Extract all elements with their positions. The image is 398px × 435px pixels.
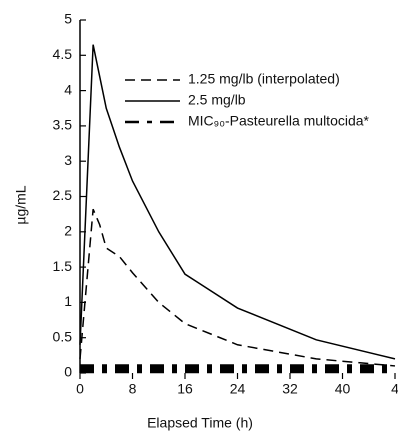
x-tick-label: 24: [230, 381, 246, 397]
x-tick-label: 32: [282, 381, 298, 397]
y-tick-label: 3.5: [53, 117, 73, 133]
y-tick-label: 0.5: [53, 328, 73, 344]
x-axis-label: Elapsed Time (h): [147, 415, 253, 431]
y-tick-label: 1.5: [53, 258, 73, 274]
y-tick-label: 2: [64, 223, 72, 239]
y-tick-label: 1: [64, 293, 72, 309]
x-tick-label: 40: [335, 381, 351, 397]
x-tick-label: 8: [129, 381, 137, 397]
y-tick-label: 4.5: [53, 46, 73, 62]
legend-label: 1.25 mg/lb (interpolated): [188, 71, 340, 87]
y-tick-label: 3: [64, 152, 72, 168]
y-tick-label: 0: [64, 364, 72, 380]
x-tick-label: 16: [177, 381, 193, 397]
legend-label: MIC₉₀-Pasteurella multocida*: [188, 113, 370, 129]
y-tick-label: 4: [64, 81, 72, 97]
y-axis-label: µg/mL: [13, 185, 29, 224]
x-tick-label: 4: [391, 381, 398, 397]
legend-label: 2.5 mg/lb: [188, 92, 246, 108]
y-tick-label: 2.5: [53, 187, 73, 203]
y-tick-label: 5: [64, 11, 72, 27]
data-line: [79, 208, 396, 367]
x-tick-label: 0: [76, 381, 84, 397]
data-line: [79, 44, 396, 360]
